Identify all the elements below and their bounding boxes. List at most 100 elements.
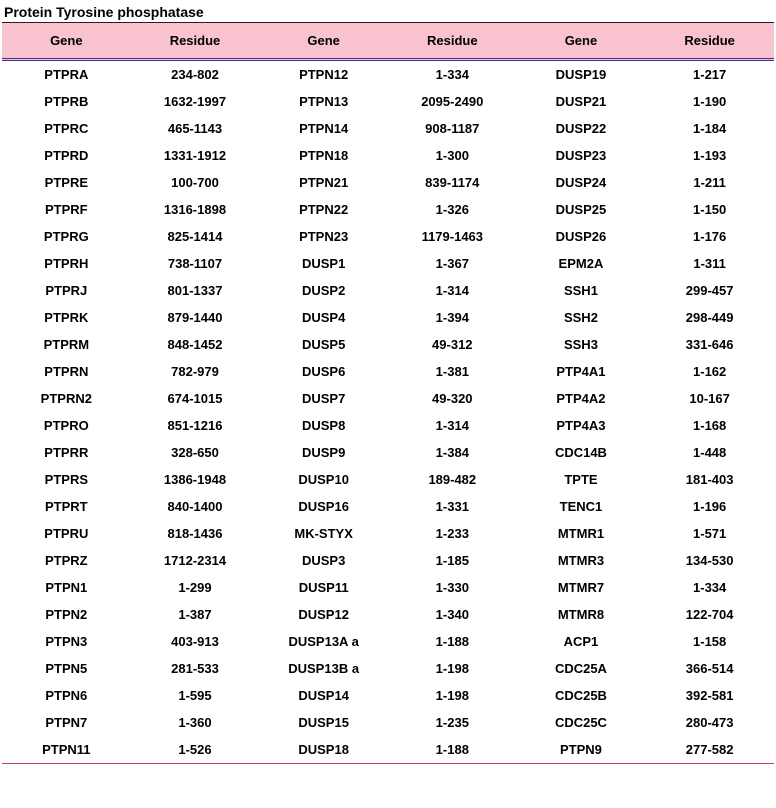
table-cell: 1-331 [388, 493, 517, 520]
table-cell: DUSP13A a [259, 628, 388, 655]
table-cell: 1-193 [645, 142, 774, 169]
table-cell: 818-1436 [131, 520, 260, 547]
table-cell: 465-1143 [131, 115, 260, 142]
table-cell: DUSP24 [517, 169, 646, 196]
table-cell: 1-334 [388, 61, 517, 89]
table-cell: 908-1187 [388, 115, 517, 142]
table-cell: DUSP19 [517, 61, 646, 89]
table-cell: PTPRD [2, 142, 131, 169]
table-cell: 298-449 [645, 304, 774, 331]
table-cell: 801-1337 [131, 277, 260, 304]
table-cell: DUSP8 [259, 412, 388, 439]
table-cell: 674-1015 [131, 385, 260, 412]
table-cell: 100-700 [131, 169, 260, 196]
table-cell: PTPRJ [2, 277, 131, 304]
table-cell: PTPN18 [259, 142, 388, 169]
table-row: PTPRM848-1452DUSP549-312SSH3331-646 [2, 331, 774, 358]
table-cell: 1179-1463 [388, 223, 517, 250]
table-cell: PTPN9 [517, 736, 646, 764]
table-row: PTPRZ1712-2314DUSP31-185MTMR3134-530 [2, 547, 774, 574]
table-cell: 403-913 [131, 628, 260, 655]
table-cell: PTPRS [2, 466, 131, 493]
table-header-row: Gene Residue Gene Residue Gene Residue [2, 23, 774, 59]
table-cell: 1-595 [131, 682, 260, 709]
table-cell: 49-320 [388, 385, 517, 412]
table-cell: 1-188 [388, 628, 517, 655]
table-cell: DUSP4 [259, 304, 388, 331]
table-cell: 1-326 [388, 196, 517, 223]
table-cell: DUSP1 [259, 250, 388, 277]
table-cell: PTPN7 [2, 709, 131, 736]
table-row: PTPRO851-1216DUSP81-314PTP4A31-168 [2, 412, 774, 439]
table-cell: MTMR7 [517, 574, 646, 601]
table-row: PTPN5281-533DUSP13B a1-198CDC25A366-514 [2, 655, 774, 682]
table-cell: 1-340 [388, 601, 517, 628]
table-row: PTPRD1331-1912PTPN181-300DUSP231-193 [2, 142, 774, 169]
table-cell: 1-330 [388, 574, 517, 601]
table-cell: 1-334 [645, 574, 774, 601]
table-cell: 1-571 [645, 520, 774, 547]
table-cell: PTPRH [2, 250, 131, 277]
table-cell: 1-311 [645, 250, 774, 277]
table-row: PTPRK879-1440DUSP41-394SSH2298-449 [2, 304, 774, 331]
table-cell: 1-176 [645, 223, 774, 250]
table-cell: 840-1400 [131, 493, 260, 520]
table-cell: PTPRB [2, 88, 131, 115]
table-cell: 134-530 [645, 547, 774, 574]
table-cell: PTPN14 [259, 115, 388, 142]
phosphatase-table: Gene Residue Gene Residue Gene Residue P… [2, 22, 774, 764]
table-cell: PTPRN2 [2, 385, 131, 412]
table-cell: DUSP11 [259, 574, 388, 601]
table-cell: DUSP25 [517, 196, 646, 223]
col-header: Gene [517, 23, 646, 59]
table-row: PTPRF1316-1898PTPN221-326DUSP251-150 [2, 196, 774, 223]
table-row: PTPRE100-700PTPN21839-1174DUSP241-211 [2, 169, 774, 196]
table-cell: 851-1216 [131, 412, 260, 439]
table-row: PTPRU818-1436MK-STYX1-233MTMR11-571 [2, 520, 774, 547]
table-cell: MTMR8 [517, 601, 646, 628]
table-row: PTPRH738-1107DUSP11-367EPM2A1-311 [2, 250, 774, 277]
table-cell: PTPN5 [2, 655, 131, 682]
table-cell: CDC14B [517, 439, 646, 466]
table-cell: 1-188 [388, 736, 517, 764]
table-cell: 280-473 [645, 709, 774, 736]
table-cell: 1-185 [388, 547, 517, 574]
table-cell: TPTE [517, 466, 646, 493]
table-cell: DUSP14 [259, 682, 388, 709]
table-cell: 281-533 [131, 655, 260, 682]
table-cell: PTPRE [2, 169, 131, 196]
table-cell: 1331-1912 [131, 142, 260, 169]
table-cell: PTPN6 [2, 682, 131, 709]
table-cell: DUSP12 [259, 601, 388, 628]
table-cell: PTPN21 [259, 169, 388, 196]
table-cell: DUSP3 [259, 547, 388, 574]
table-cell: 738-1107 [131, 250, 260, 277]
table-cell: DUSP2 [259, 277, 388, 304]
table-cell: 848-1452 [131, 331, 260, 358]
table-cell: EPM2A [517, 250, 646, 277]
table-cell: PTPRF [2, 196, 131, 223]
table-cell: CDC25C [517, 709, 646, 736]
table-cell: PTPN1 [2, 574, 131, 601]
table-row: PTPRN2674-1015DUSP749-320PTP4A210-167 [2, 385, 774, 412]
table-cell: DUSP9 [259, 439, 388, 466]
table-cell: 1-198 [388, 682, 517, 709]
table-cell: ACP1 [517, 628, 646, 655]
table-cell: MTMR1 [517, 520, 646, 547]
table-cell: 189-482 [388, 466, 517, 493]
table-cell: 825-1414 [131, 223, 260, 250]
table-cell: 1-394 [388, 304, 517, 331]
table-cell: 299-457 [645, 277, 774, 304]
table-row: PTPRA234-802PTPN121-334DUSP191-217 [2, 61, 774, 89]
table-cell: MK-STYX [259, 520, 388, 547]
col-header: Residue [131, 23, 260, 59]
table-cell: 331-646 [645, 331, 774, 358]
table-cell: PTPRA [2, 61, 131, 89]
page-title: Protein Tyrosine phosphatase [4, 4, 774, 20]
table-cell: 366-514 [645, 655, 774, 682]
table-cell: 122-704 [645, 601, 774, 628]
table-cell: DUSP5 [259, 331, 388, 358]
table-cell: PTPN2 [2, 601, 131, 628]
table-row: PTPN3403-913DUSP13A a1-188ACP11-158 [2, 628, 774, 655]
table-cell: DUSP10 [259, 466, 388, 493]
